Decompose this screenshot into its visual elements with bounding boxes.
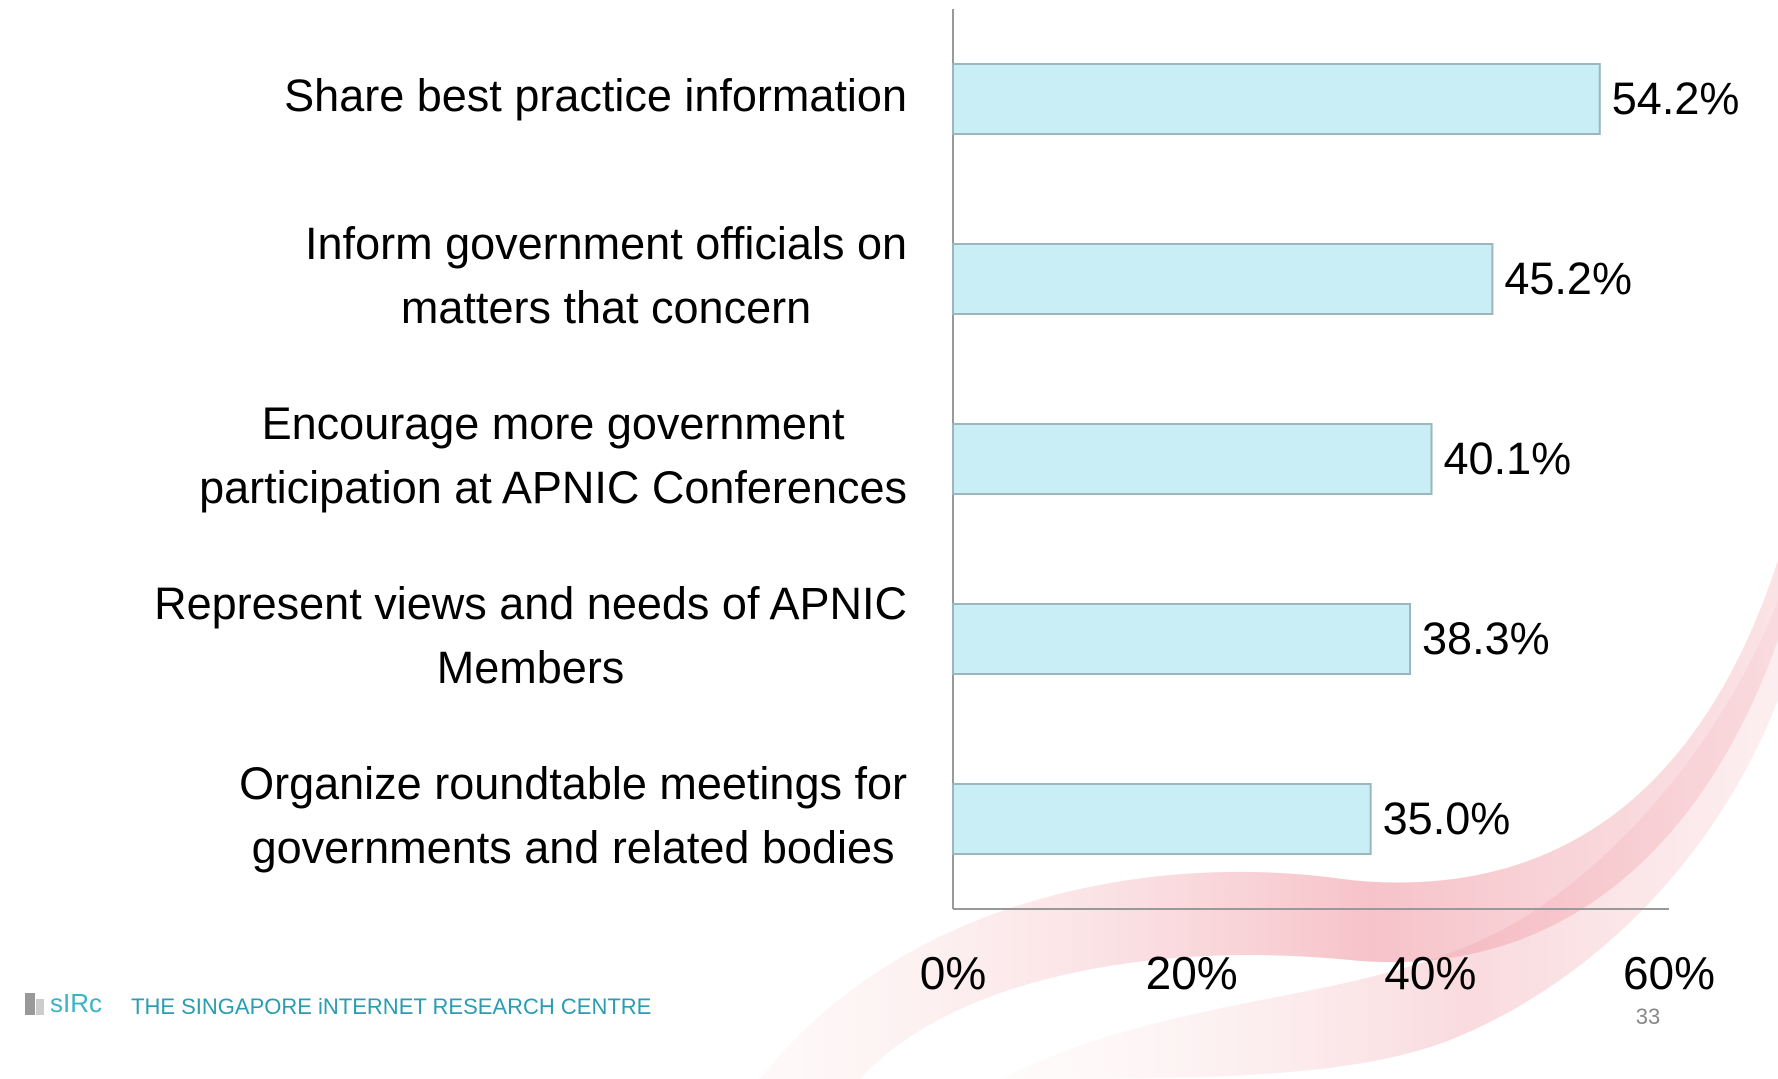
category-label: Share best practice information xyxy=(284,70,907,121)
value-label: 45.2% xyxy=(1504,253,1632,304)
background-swoosh xyxy=(760,560,1778,1079)
category-label: Encourage more government xyxy=(262,398,845,449)
footer: sIRc THE SINGAPORE iNTERNET RESEARCH CEN… xyxy=(25,988,1660,1029)
bar xyxy=(952,243,1494,315)
page-number: 33 xyxy=(1636,1004,1660,1029)
value-label: 35.0% xyxy=(1383,793,1511,844)
x-tick-label: 60% xyxy=(1623,947,1715,999)
bar xyxy=(952,423,1433,495)
category-label: Organize roundtable meetings for xyxy=(239,758,907,809)
category-label: matters that concern xyxy=(401,282,811,333)
bar xyxy=(952,603,1412,675)
x-tick-label: 40% xyxy=(1384,947,1476,999)
organization: THE SINGAPORE iNTERNET RESEARCH CENTRE xyxy=(131,994,651,1019)
logo-mark xyxy=(25,993,35,1015)
category-label: Represent views and needs of APNIC xyxy=(154,578,907,629)
category-label: governments and related bodies xyxy=(252,822,895,873)
x-tick-label: 0% xyxy=(920,947,986,999)
logo-mark xyxy=(36,999,44,1015)
value-label: 40.1% xyxy=(1444,433,1572,484)
value-label: 54.2% xyxy=(1612,73,1740,124)
bar xyxy=(952,63,1601,135)
value-label: 38.3% xyxy=(1422,613,1550,664)
category-label: Inform government officials on xyxy=(305,218,907,269)
bar xyxy=(952,783,1372,855)
x-tick-label: 20% xyxy=(1146,947,1238,999)
logo: sIRc xyxy=(50,988,102,1018)
category-label: participation at APNIC Conferences xyxy=(199,462,907,513)
category-label: Members xyxy=(437,642,625,693)
